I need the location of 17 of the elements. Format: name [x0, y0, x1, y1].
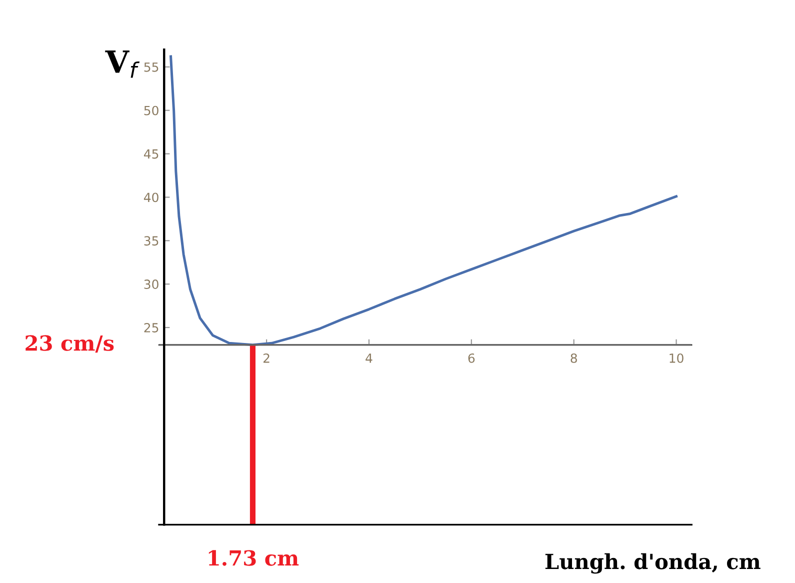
x-tick-label: 8 [570, 353, 577, 363]
y-tick-label: 30 [144, 280, 158, 290]
y-tick-label: 25 [144, 322, 158, 332]
line-series [170, 55, 678, 346]
y-axis-title: V$_{f}$ [105, 50, 140, 78]
y-tick-label: 45 [144, 149, 158, 159]
y-tick-label: 40 [144, 192, 158, 202]
x-tick-label: 6 [468, 353, 475, 363]
y-tick-label: 35 [144, 236, 158, 246]
x-tick-label: 2 [263, 353, 270, 363]
x-axis-title: Lungh. d'onda, cm [545, 553, 760, 574]
y-tick-label: 50 [144, 106, 158, 116]
x-tick-label: 4 [366, 354, 372, 363]
ref-line-label: 23 cm/s [26, 335, 114, 353]
x-tick-label: 10 [670, 353, 684, 363]
ref-line-label: 1.73 cm [208, 550, 299, 566]
y-tick-label: 55 [144, 62, 158, 72]
